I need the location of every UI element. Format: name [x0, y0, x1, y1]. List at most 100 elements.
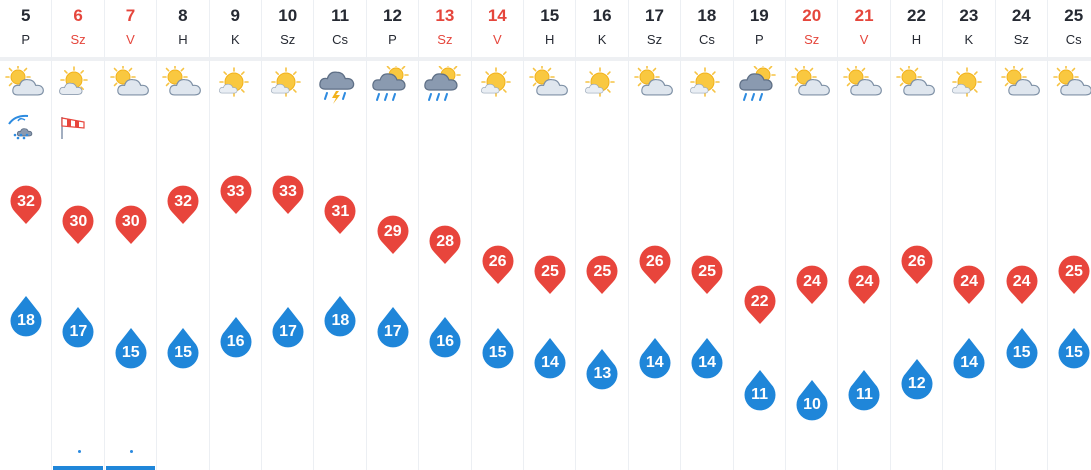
max-temp-marker: 29 — [376, 215, 410, 255]
day-weekday: Cs — [1065, 32, 1082, 47]
day-column[interactable]: 14 V 26 15 — [472, 0, 524, 470]
min-temp-value: 12 — [907, 375, 926, 392]
day-column[interactable]: 12 P 29 17 — [367, 0, 420, 470]
min-temp-marker: 15 — [1057, 327, 1091, 371]
sunny-icon — [214, 66, 258, 113]
max-temp-marker: 24 — [847, 265, 881, 305]
sunny-icon — [947, 66, 991, 113]
day-weekday: K — [597, 32, 607, 47]
day-column[interactable]: 16 K 25 13 — [576, 0, 629, 470]
max-temp-marker: 33 — [219, 175, 253, 215]
partly-cloudy-icon — [109, 64, 153, 113]
sun-cloud-icon — [56, 66, 100, 113]
min-temp-value: 17 — [69, 322, 88, 340]
day-date: 13 — [435, 6, 455, 25]
day-weekday: K — [230, 32, 240, 47]
max-temp-marker: 26 — [638, 245, 672, 285]
min-temp-marker: 11 — [743, 369, 777, 413]
min-temp-value: 15 — [174, 343, 193, 361]
day-column[interactable]: 22 H 26 12 — [891, 0, 944, 470]
sunny-icon — [580, 66, 624, 113]
day-weekday: K — [964, 32, 974, 47]
day-weekday: Sz — [804, 32, 820, 47]
day-date: 6 — [73, 6, 83, 25]
max-temp-value: 31 — [331, 203, 350, 220]
max-temp-marker: 32 — [9, 185, 43, 225]
max-temp-value: 26 — [488, 253, 507, 270]
thunder-rain-icon — [6, 113, 36, 146]
day-column[interactable]: 10 Sz 33 17 — [262, 0, 315, 470]
partly-cloudy-icon — [161, 64, 205, 113]
day-column[interactable]: 7 V 30 15 — [105, 0, 158, 470]
day-column[interactable]: 21 V 24 11 — [838, 0, 891, 470]
max-temp-value: 24 — [803, 273, 821, 290]
day-column[interactable]: 25 Cs 25 15 — [1048, 0, 1091, 470]
partly-cloudy-icon — [1052, 64, 1091, 113]
max-temp-value: 24 — [960, 273, 979, 290]
min-temp-marker: 15 — [114, 327, 148, 371]
day-weekday: Sz — [646, 32, 663, 47]
min-temp-value: 14 — [960, 354, 979, 371]
day-date: 19 — [749, 6, 769, 25]
min-temp-marker: 15 — [166, 327, 200, 371]
day-column[interactable]: 19 P 22 11 — [734, 0, 786, 470]
day-column[interactable]: 9 K 33 16 — [210, 0, 262, 470]
day-column[interactable]: 17 Sz 26 14 — [629, 0, 682, 470]
max-temp-marker: 26 — [900, 245, 934, 285]
max-temp-value: 22 — [750, 293, 769, 310]
max-temp-value: 33 — [279, 183, 297, 200]
min-temp-value: 11 — [855, 385, 873, 403]
day-column[interactable]: 5 P 32 18 — [0, 0, 53, 470]
day-date: 10 — [278, 6, 298, 25]
selected-day-indicator — [105, 466, 156, 470]
min-temp-marker: 14 — [690, 337, 724, 381]
min-temp-marker: 15 — [1005, 327, 1039, 371]
partly-cloudy-icon — [528, 64, 572, 113]
min-temp-value: 10 — [803, 396, 821, 413]
min-temp-marker: 16 — [219, 316, 253, 360]
day-date: 11 — [331, 6, 350, 25]
day-weekday: Cs — [698, 32, 715, 47]
day-weekday: V — [492, 32, 502, 47]
partly-cloudy-icon — [633, 64, 677, 113]
min-temp-value: 14 — [541, 354, 559, 371]
day-weekday: Cs — [332, 32, 349, 47]
max-temp-value: 25 — [593, 263, 612, 280]
day-column[interactable]: 23 K 24 14 — [943, 0, 996, 470]
min-temp-marker: 15 — [481, 327, 515, 371]
max-temp-marker: 25 — [1057, 255, 1091, 295]
sun-rain-icon — [738, 62, 782, 113]
min-temp-value: 11 — [751, 385, 769, 403]
min-temp-marker: 14 — [638, 337, 672, 381]
max-temp-value: 26 — [907, 253, 926, 270]
max-temp-marker: 32 — [166, 185, 200, 225]
min-temp-marker: 17 — [376, 306, 410, 350]
min-temp-marker: 12 — [900, 358, 934, 402]
day-column[interactable]: 20 Sz 24 10 — [786, 0, 839, 470]
sunny-icon — [476, 66, 520, 113]
day-weekday: Sz — [1013, 32, 1029, 47]
min-temp-value: 15 — [1012, 343, 1031, 361]
day-date: 12 — [383, 6, 402, 25]
day-column[interactable]: 24 Sz 24 15 — [996, 0, 1048, 470]
day-weekday: Sz — [70, 32, 86, 47]
day-column[interactable]: 15 H 25 14 — [524, 0, 577, 470]
day-column[interactable]: 6 Sz 30 17 — [52, 0, 105, 470]
max-temp-marker: 22 — [743, 285, 777, 325]
day-date: 21 — [854, 6, 874, 25]
max-temp-marker: 24 — [795, 265, 829, 305]
day-date: 14 — [487, 6, 507, 25]
day-column[interactable]: 11 Cs 31 18 — [314, 0, 367, 470]
day-column[interactable]: 8 H 32 15 — [157, 0, 210, 470]
max-temp-marker: 25 — [585, 255, 619, 295]
min-temp-marker: 18 — [9, 295, 43, 339]
day-column[interactable]: 18 Cs 25 14 — [681, 0, 734, 470]
day-weekday: H — [545, 32, 555, 47]
day-weekday: Sz — [280, 32, 296, 47]
min-temp-value: 18 — [17, 312, 35, 329]
day-column[interactable]: 13 Sz 28 16 — [419, 0, 472, 470]
min-temp-marker: 17 — [271, 306, 305, 350]
max-temp-value: 29 — [383, 223, 402, 240]
day-date: 22 — [907, 6, 926, 25]
min-temp-value: 14 — [645, 354, 664, 371]
